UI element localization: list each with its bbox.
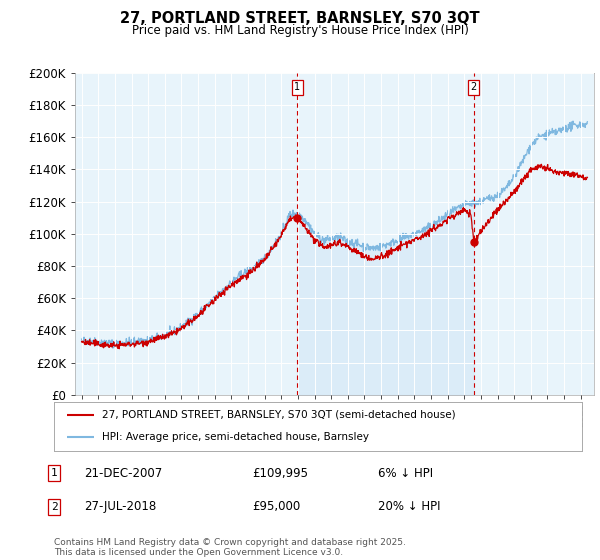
Text: 21-DEC-2007: 21-DEC-2007 [84, 466, 162, 480]
Text: Price paid vs. HM Land Registry's House Price Index (HPI): Price paid vs. HM Land Registry's House … [131, 24, 469, 36]
Text: Contains HM Land Registry data © Crown copyright and database right 2025.
This d: Contains HM Land Registry data © Crown c… [54, 538, 406, 557]
Text: 1: 1 [295, 82, 301, 92]
Text: 27, PORTLAND STREET, BARNSLEY, S70 3QT (semi-detached house): 27, PORTLAND STREET, BARNSLEY, S70 3QT (… [101, 410, 455, 420]
Text: HPI: Average price, semi-detached house, Barnsley: HPI: Average price, semi-detached house,… [101, 432, 368, 442]
Text: £95,000: £95,000 [252, 500, 300, 514]
Text: 6% ↓ HPI: 6% ↓ HPI [378, 466, 433, 480]
Text: 27-JUL-2018: 27-JUL-2018 [84, 500, 156, 514]
Text: 2: 2 [470, 82, 477, 92]
Text: 27, PORTLAND STREET, BARNSLEY, S70 3QT: 27, PORTLAND STREET, BARNSLEY, S70 3QT [120, 11, 480, 26]
Text: 2: 2 [50, 502, 58, 512]
Text: £109,995: £109,995 [252, 466, 308, 480]
Text: 20% ↓ HPI: 20% ↓ HPI [378, 500, 440, 514]
Text: 1: 1 [50, 468, 58, 478]
